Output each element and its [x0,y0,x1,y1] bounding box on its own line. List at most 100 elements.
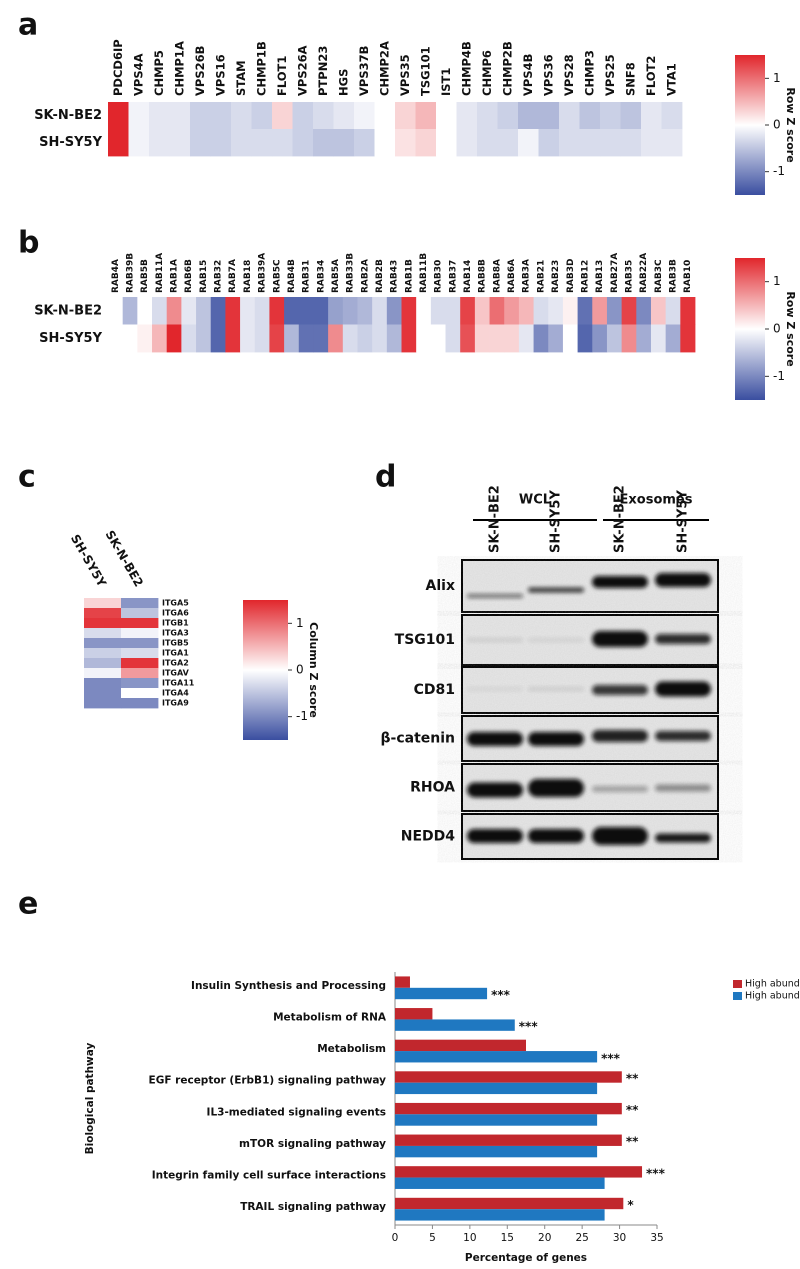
colorbar [735,258,765,400]
heatmap-cell [108,102,129,130]
heatmap-cell [84,638,122,649]
column-label: VPS4B [521,54,535,96]
blot-band [467,829,523,843]
heatmap-cell [374,129,396,157]
heatmap-cell [445,297,461,325]
row-label: ITGA6 [162,609,189,618]
column-label: VPS36 [541,54,555,96]
heatmap-cell [504,297,520,325]
heatmap-cell [121,628,159,639]
category-label: mTOR signaling pathway [239,1138,386,1150]
column-label: VPS16 [213,54,227,96]
heatmap-cell [386,324,402,353]
blot-band [592,631,648,647]
heatmap-cell [210,102,232,130]
heatmap-cell [518,324,534,353]
column-label: RAB18 [243,260,253,293]
row-label: ITGA5 [162,599,189,608]
heatmap-cell [121,598,159,609]
column-label: RAB7A [228,259,238,293]
heatmap-cell [292,129,314,157]
column-label: RAB6A [507,259,517,293]
heatmap-cell [489,297,505,325]
heatmap-cell [636,297,652,325]
heatmap-cell [152,297,168,325]
row-label: ITGAV [162,669,190,678]
heatmap-cell [559,102,580,130]
heatmap-cell [477,102,498,130]
heatmap-cell [430,297,446,325]
bar [395,987,488,1000]
row-label: ITGA1 [162,649,189,658]
lane-label: SK-N-BE2 [613,485,628,553]
column-label: RAB22A [639,253,649,293]
blot-band [528,829,584,843]
significance: ** [626,1071,639,1085]
blot-band [467,732,523,746]
protein-label: Alix [426,578,455,594]
column-label: CHMP3 [582,50,596,96]
column-label: RAB34 [316,260,326,293]
column-label: RAB4A [111,259,121,293]
heatmap-cell [108,129,129,157]
heatmap-cell [240,297,256,325]
column-label: CHMP2A [377,41,391,96]
blot-band [655,573,711,587]
heatmap-cell [548,297,564,325]
heatmap-cell [313,324,329,353]
significance: *** [601,1051,621,1065]
column-label: RAB27A [610,253,620,293]
heatmap-cell [292,102,314,130]
heatmap-cell [313,102,334,130]
column-label: VTA1 [664,63,678,96]
heatmap-cell [333,102,355,130]
heatmap-cell [518,129,539,157]
blot-band [528,587,584,593]
bar [395,1197,624,1210]
row-label: ITGB5 [162,639,189,648]
heatmap-cell [445,324,461,353]
blot-band [592,576,648,588]
heatmap-cell [460,324,476,353]
heatmap-cell [562,297,578,325]
bar [395,1019,515,1031]
colorbar-tick-label: -1 [296,709,308,723]
heatmap-cell [636,324,652,353]
heatmap-cell [342,297,358,325]
heatmap-cell [538,129,560,157]
category-label: Metabolism of RNA [273,1011,387,1023]
column-label: FLOT2 [644,56,658,96]
column-label: RAB23 [551,260,561,293]
heatmap-cell [269,324,285,353]
heatmap-cell [395,129,416,157]
category-label: TRAIL signaling pathway [240,1201,386,1213]
heatmap-cell [210,297,226,325]
significance: *** [646,1166,666,1180]
column-label: RAB1A [170,259,180,293]
significance: *** [519,1020,539,1034]
heatmap-cell [251,102,273,130]
heatmap-cell [121,608,159,619]
heatmap-cell [121,678,159,689]
column-label: IST1 [439,68,453,96]
heatmap-cell [272,129,293,157]
heatmap-cell [641,102,662,130]
row-label: ITGA11 [162,679,195,688]
heatmap-cell [518,102,539,130]
x-tick-label: 35 [650,1232,663,1244]
bar [395,1039,526,1052]
column-label: CHMP6 [480,50,494,96]
blot-band [655,784,711,792]
heatmap-cell [84,658,122,669]
heatmap-cell [416,297,432,325]
blot-band [528,779,584,797]
heatmap-cell [84,668,122,679]
heatmap-cell [620,129,642,157]
column-label: SH-SY5Y [68,532,109,590]
significance: ** [626,1103,639,1117]
colorbar-tick-label: -1 [773,164,785,178]
colorbar-tick-label: 0 [773,118,781,132]
heatmap-cell [621,297,637,325]
protein-label: CD81 [414,682,455,698]
heatmap-cell [592,324,608,353]
